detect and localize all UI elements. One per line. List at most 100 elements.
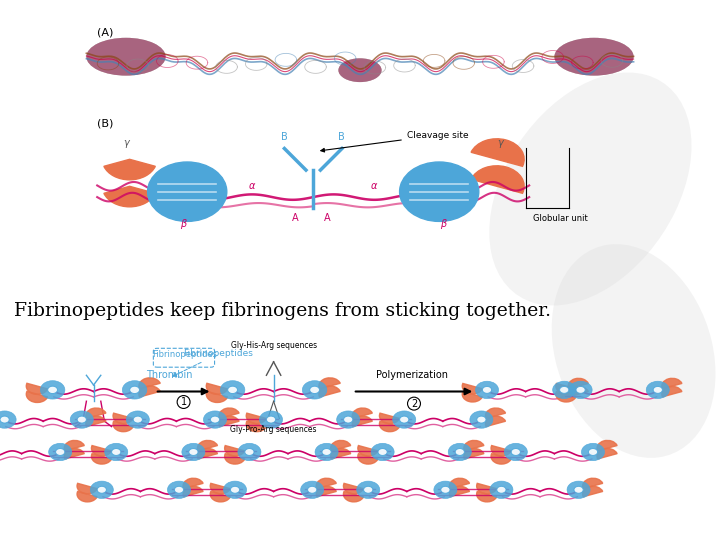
Circle shape bbox=[230, 487, 240, 493]
Circle shape bbox=[259, 411, 282, 428]
Text: Fibrinopeptides: Fibrinopeptides bbox=[152, 350, 217, 360]
Circle shape bbox=[90, 481, 113, 498]
Wedge shape bbox=[471, 139, 524, 166]
Circle shape bbox=[122, 381, 147, 399]
Wedge shape bbox=[246, 413, 266, 423]
Wedge shape bbox=[477, 491, 497, 502]
Circle shape bbox=[569, 381, 592, 399]
Circle shape bbox=[266, 416, 276, 423]
Wedge shape bbox=[462, 392, 482, 402]
Ellipse shape bbox=[338, 58, 382, 82]
Wedge shape bbox=[139, 378, 161, 389]
Wedge shape bbox=[358, 454, 378, 464]
Ellipse shape bbox=[86, 38, 166, 76]
Text: Globular unit: Globular unit bbox=[533, 214, 588, 224]
Circle shape bbox=[477, 416, 486, 423]
Circle shape bbox=[112, 449, 121, 455]
Circle shape bbox=[392, 411, 415, 428]
Circle shape bbox=[371, 443, 394, 461]
Circle shape bbox=[189, 449, 198, 455]
Circle shape bbox=[77, 416, 86, 423]
Circle shape bbox=[455, 449, 464, 455]
Text: Polymerization: Polymerization bbox=[376, 370, 448, 380]
Wedge shape bbox=[491, 454, 511, 464]
Text: Cleavage site: Cleavage site bbox=[321, 131, 469, 152]
Wedge shape bbox=[485, 408, 505, 418]
Ellipse shape bbox=[338, 58, 382, 82]
Circle shape bbox=[559, 387, 569, 393]
Circle shape bbox=[71, 411, 94, 428]
Wedge shape bbox=[477, 483, 497, 494]
Circle shape bbox=[475, 381, 498, 399]
Circle shape bbox=[245, 449, 254, 455]
Circle shape bbox=[49, 443, 72, 461]
Circle shape bbox=[210, 416, 220, 423]
Circle shape bbox=[302, 381, 327, 399]
Text: β: β bbox=[440, 219, 446, 229]
Circle shape bbox=[647, 381, 670, 399]
Circle shape bbox=[490, 481, 513, 498]
Wedge shape bbox=[183, 487, 203, 497]
Wedge shape bbox=[379, 421, 400, 431]
Text: Fibrinopeptides keep fibrinogens from sticking together.: Fibrinopeptides keep fibrinogens from st… bbox=[14, 302, 552, 320]
Circle shape bbox=[482, 387, 492, 393]
Circle shape bbox=[223, 481, 246, 498]
Wedge shape bbox=[77, 483, 97, 494]
Text: α: α bbox=[372, 181, 377, 191]
Wedge shape bbox=[330, 441, 351, 451]
Ellipse shape bbox=[552, 244, 716, 458]
Ellipse shape bbox=[86, 38, 166, 76]
Wedge shape bbox=[64, 441, 84, 451]
Text: α: α bbox=[249, 181, 255, 191]
Text: A: A bbox=[324, 213, 330, 224]
Circle shape bbox=[0, 411, 16, 428]
Wedge shape bbox=[104, 159, 156, 180]
Circle shape bbox=[48, 386, 58, 394]
Wedge shape bbox=[139, 386, 161, 397]
Wedge shape bbox=[464, 441, 484, 451]
Wedge shape bbox=[471, 166, 524, 193]
Wedge shape bbox=[464, 449, 484, 459]
Circle shape bbox=[343, 416, 353, 423]
Circle shape bbox=[97, 487, 107, 493]
Wedge shape bbox=[449, 487, 469, 497]
Circle shape bbox=[322, 449, 331, 455]
Wedge shape bbox=[104, 186, 156, 207]
Circle shape bbox=[40, 381, 65, 399]
Circle shape bbox=[364, 487, 373, 493]
Circle shape bbox=[204, 411, 227, 428]
Wedge shape bbox=[64, 449, 84, 459]
Wedge shape bbox=[319, 378, 341, 389]
Circle shape bbox=[576, 387, 585, 393]
Circle shape bbox=[378, 449, 387, 455]
Circle shape bbox=[653, 387, 662, 393]
Circle shape bbox=[574, 487, 583, 493]
Wedge shape bbox=[352, 408, 372, 418]
Ellipse shape bbox=[554, 38, 634, 76]
Ellipse shape bbox=[86, 38, 166, 76]
Circle shape bbox=[582, 443, 605, 461]
Wedge shape bbox=[662, 387, 682, 397]
Wedge shape bbox=[568, 387, 588, 397]
Circle shape bbox=[133, 416, 143, 423]
Wedge shape bbox=[556, 392, 576, 402]
Text: Gly-His-Arg sequences: Gly-His-Arg sequences bbox=[230, 341, 317, 350]
Ellipse shape bbox=[338, 58, 382, 82]
Wedge shape bbox=[113, 421, 133, 431]
Text: B: B bbox=[338, 132, 345, 143]
Circle shape bbox=[400, 162, 479, 221]
Circle shape bbox=[504, 443, 527, 461]
Circle shape bbox=[400, 416, 409, 423]
Wedge shape bbox=[27, 383, 48, 394]
Circle shape bbox=[301, 481, 324, 498]
Wedge shape bbox=[556, 383, 576, 394]
Wedge shape bbox=[597, 449, 617, 459]
Ellipse shape bbox=[554, 38, 634, 76]
Text: Thrombin: Thrombin bbox=[146, 370, 192, 380]
Text: (A): (A) bbox=[97, 27, 114, 37]
Wedge shape bbox=[358, 446, 378, 456]
Wedge shape bbox=[210, 483, 230, 494]
Circle shape bbox=[228, 386, 238, 394]
Wedge shape bbox=[91, 454, 112, 464]
Ellipse shape bbox=[554, 38, 634, 76]
